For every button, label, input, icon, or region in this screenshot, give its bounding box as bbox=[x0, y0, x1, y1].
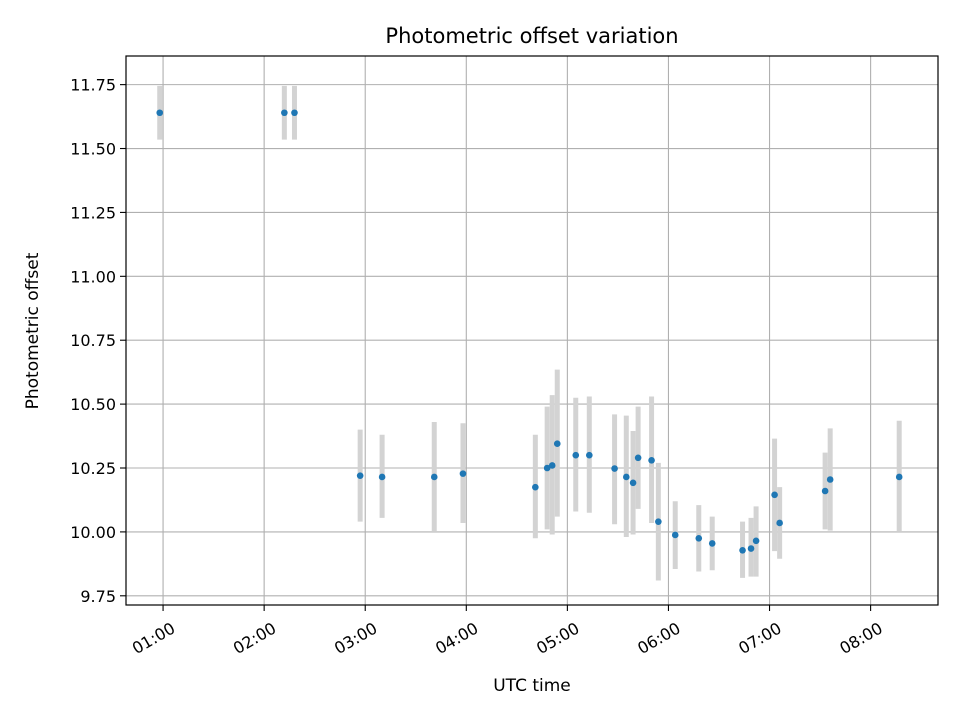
data-point bbox=[459, 470, 467, 477]
y-tick-label: 10.00 bbox=[70, 523, 116, 542]
data-point bbox=[821, 487, 829, 495]
data-point bbox=[752, 537, 760, 545]
data-point bbox=[771, 491, 778, 499]
data-point bbox=[543, 464, 551, 472]
data-point bbox=[553, 440, 561, 448]
data-point bbox=[532, 483, 539, 491]
data-points bbox=[156, 109, 903, 554]
y-axis-title: Photometric offset bbox=[23, 252, 43, 409]
y-tick-label: 10.50 bbox=[70, 395, 116, 414]
y-tick-label: 10.75 bbox=[70, 331, 116, 350]
data-point bbox=[739, 547, 746, 554]
y-tick-label: 11.00 bbox=[70, 267, 116, 286]
data-point bbox=[648, 457, 655, 464]
data-point bbox=[634, 454, 642, 462]
data-point bbox=[572, 451, 580, 459]
data-point bbox=[708, 540, 716, 547]
data-point bbox=[776, 519, 783, 527]
grid bbox=[126, 56, 938, 605]
y-tick-label: 11.75 bbox=[70, 76, 116, 95]
data-point bbox=[430, 473, 438, 481]
y-tick-label: 10.25 bbox=[70, 459, 116, 478]
data-point bbox=[895, 473, 903, 481]
data-point bbox=[586, 451, 593, 459]
chart-title: Photometric offset variation bbox=[385, 24, 678, 48]
data-point bbox=[156, 109, 164, 117]
plot-frame bbox=[125, 55, 939, 606]
data-point bbox=[629, 479, 637, 487]
data-point bbox=[291, 109, 298, 117]
data-point bbox=[671, 531, 679, 539]
y-tick-label: 9.75 bbox=[80, 587, 116, 606]
data-point bbox=[356, 472, 364, 479]
x-axis-title: UTC time bbox=[493, 676, 571, 696]
y-tick-label: 11.25 bbox=[70, 203, 116, 222]
data-point bbox=[548, 462, 556, 469]
data-point bbox=[695, 534, 703, 542]
data-point bbox=[826, 476, 834, 483]
data-point bbox=[623, 473, 630, 481]
data-point bbox=[611, 465, 618, 472]
y-tick-label: 11.50 bbox=[70, 140, 116, 159]
data-point bbox=[655, 518, 662, 525]
data-point bbox=[378, 473, 386, 481]
data-point bbox=[747, 545, 755, 552]
data-point bbox=[281, 109, 288, 117]
